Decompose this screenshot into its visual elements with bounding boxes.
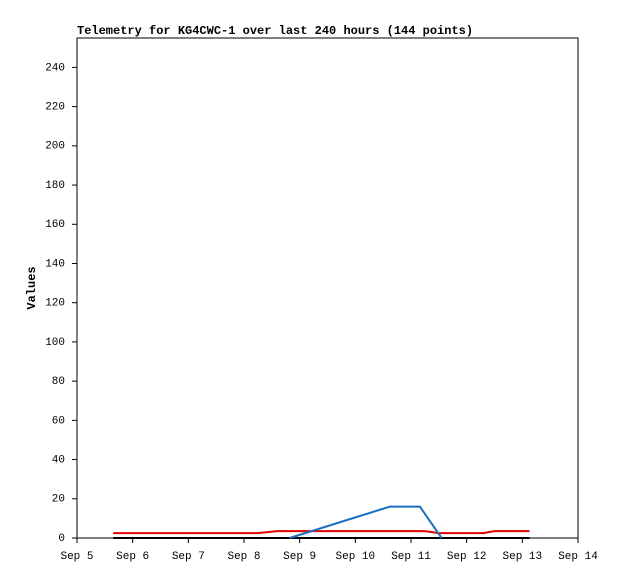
x-tick-label: Sep 8 [227, 551, 260, 563]
x-tick-label: Sep 13 [503, 551, 543, 563]
y-tick-label: 220 [45, 102, 65, 114]
y-tick-label: 0 [58, 533, 65, 545]
series-line [113, 530, 530, 535]
y-tick-label: 180 [45, 180, 65, 192]
y-tick-label: 40 [52, 454, 65, 466]
y-tick-label: 240 [45, 62, 65, 74]
x-tick-label: Sep 9 [283, 551, 316, 563]
y-tick-label: 120 [45, 298, 65, 310]
y-axis-label: Values [25, 266, 39, 309]
y-tick-label: 100 [45, 337, 65, 349]
x-tick-label: Sep 7 [172, 551, 205, 563]
series-line [289, 505, 443, 539]
chart-title: Telemetry for KG4CWC-1 over last 240 hou… [77, 24, 473, 38]
y-tick-label: 20 [52, 494, 65, 506]
y-tick-label: 60 [52, 415, 65, 427]
x-tick-label: Sep 14 [558, 551, 598, 563]
x-tick-label: Sep 6 [116, 551, 149, 563]
x-tick-label: Sep 11 [391, 551, 431, 563]
y-tick-label: 200 [45, 141, 65, 153]
y-tick-label: 140 [45, 258, 65, 270]
y-tick-label: 160 [45, 219, 65, 231]
plot-frame [76, 37, 579, 539]
y-tick-label: 80 [52, 376, 65, 388]
x-tick-label: Sep 5 [60, 551, 93, 563]
x-tick-label: Sep 12 [447, 551, 487, 563]
x-tick-label: Sep 10 [336, 551, 376, 563]
